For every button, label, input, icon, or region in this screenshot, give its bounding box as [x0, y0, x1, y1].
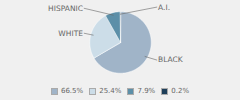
svg-text:WHITE: WHITE [58, 29, 83, 38]
svg-text:BLACK: BLACK [158, 55, 184, 64]
svg-text:HISPANIC: HISPANIC [48, 4, 83, 13]
html-text:66.5%: 66.5% [61, 87, 84, 95]
html-text:7.9%: 7.9% [137, 87, 156, 95]
html-text:25.4%: 25.4% [99, 87, 122, 95]
html-text:0.2%: 0.2% [171, 87, 189, 95]
svg-text:A.I.: A.I. [158, 3, 170, 12]
